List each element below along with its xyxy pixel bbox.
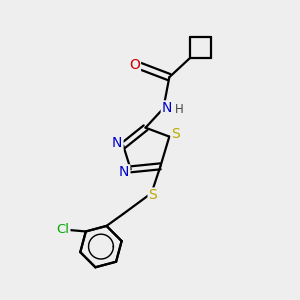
Text: S: S: [148, 188, 157, 203]
Text: Cl: Cl: [56, 224, 69, 236]
Text: O: O: [129, 58, 140, 72]
Text: N: N: [119, 165, 129, 179]
Text: H: H: [175, 103, 184, 116]
Text: S: S: [172, 127, 180, 141]
Text: N: N: [112, 136, 122, 150]
Text: N: N: [162, 101, 172, 116]
